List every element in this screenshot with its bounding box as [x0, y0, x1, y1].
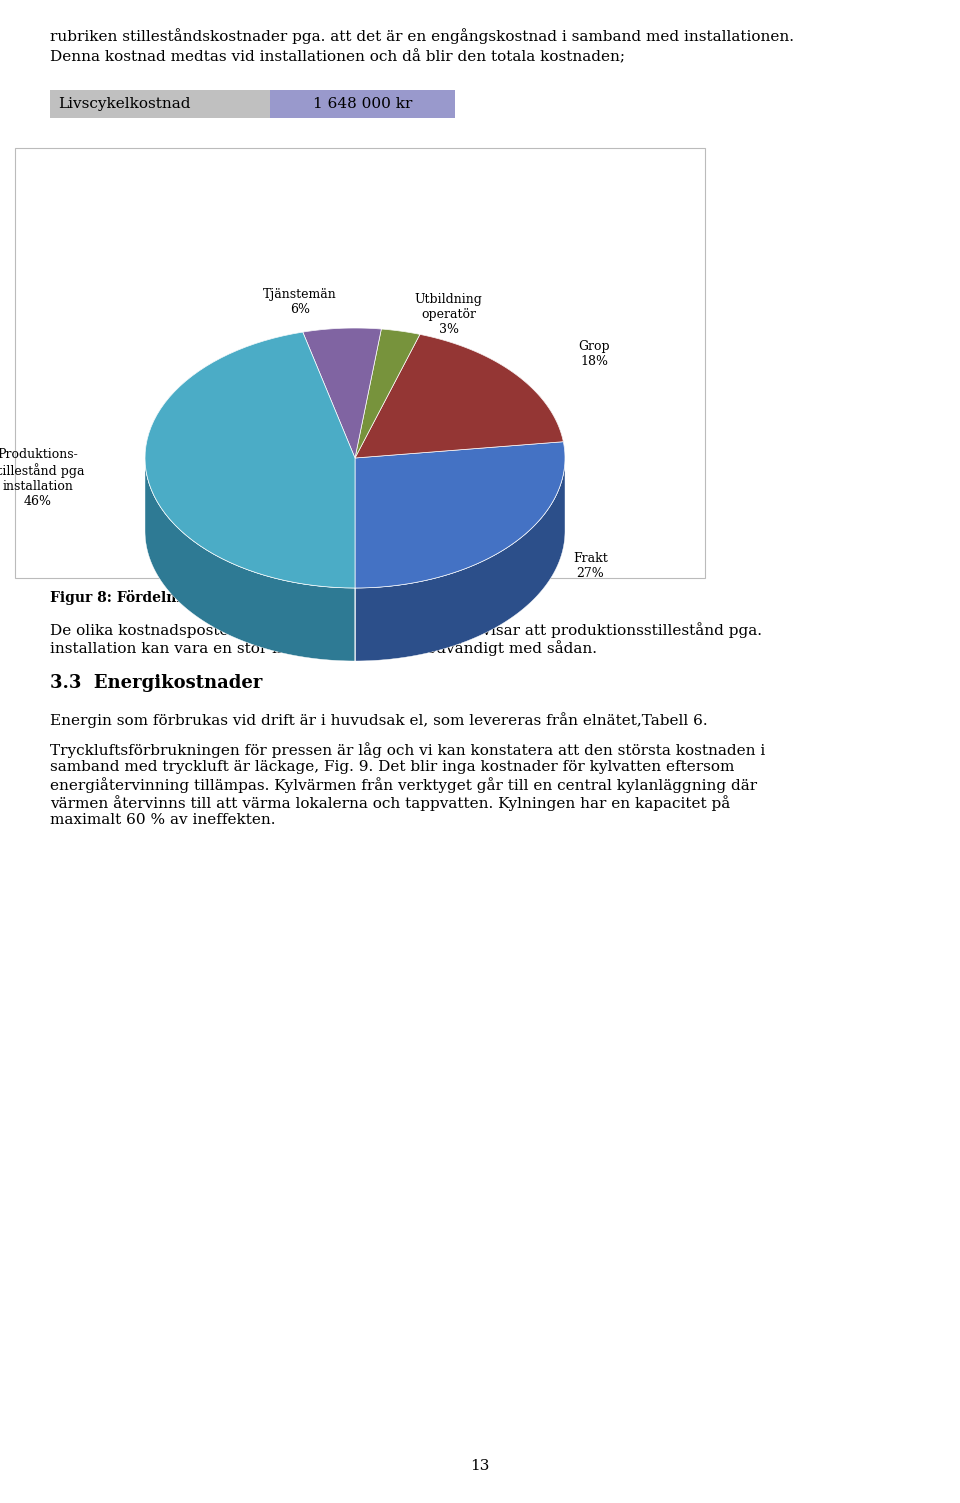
Text: Frakt
27%: Frakt 27% — [573, 553, 608, 580]
Text: 13: 13 — [470, 1459, 490, 1473]
Polygon shape — [355, 442, 565, 588]
Text: Livscykelkostnad: Livscykelkostnad — [58, 98, 190, 111]
Polygon shape — [355, 458, 565, 661]
Bar — [15, 147, 705, 579]
Text: Tjänstemän
6%: Tjänstemän 6% — [263, 289, 337, 317]
Text: Figur 8: Fördelning av installationskostnaderna: Figur 8: Fördelning av installationskost… — [50, 591, 423, 606]
Polygon shape — [302, 328, 381, 458]
Text: Energin som förbrukas vid drift är i huvudsak el, som levereras från elnätet,Tab: Energin som förbrukas vid drift är i huv… — [50, 712, 708, 727]
Text: Utbildning
operatör
3%: Utbildning operatör 3% — [415, 293, 483, 335]
Polygon shape — [355, 442, 565, 588]
Polygon shape — [355, 329, 420, 458]
Polygon shape — [355, 334, 564, 458]
Bar — [50, 90, 270, 119]
Bar — [270, 90, 455, 119]
Text: 1 648 000 kr: 1 648 000 kr — [313, 98, 412, 111]
Text: Tryckluftsförbrukningen för pressen är låg och vi kan konstatera att den största: Tryckluftsförbrukningen för pressen är l… — [50, 742, 765, 827]
Polygon shape — [145, 332, 355, 588]
Text: Grop
18%: Grop 18% — [579, 340, 611, 368]
Text: Produktions-
stillestånd pga
installation
46%: Produktions- stillestånd pga installatio… — [0, 448, 84, 508]
Polygon shape — [145, 458, 355, 661]
Text: De olika kostnadsposterna jämförs i Fig.8. Diagrammet visar att produktionsstill: De olika kostnadsposterna jämförs i Fig.… — [50, 622, 762, 657]
Polygon shape — [145, 332, 355, 588]
Text: rubriken stilleståndskostnader pga. att det är en engångskostnad i samband med i: rubriken stilleståndskostnader pga. att … — [50, 29, 794, 44]
Polygon shape — [355, 329, 420, 458]
Polygon shape — [302, 328, 381, 458]
Text: 3.3  Energikostnader: 3.3 Energikostnader — [50, 673, 262, 691]
Polygon shape — [355, 334, 564, 458]
Text: Denna kostnad medtas vid installationen och då blir den totala kostnaden;: Denna kostnad medtas vid installationen … — [50, 50, 625, 65]
